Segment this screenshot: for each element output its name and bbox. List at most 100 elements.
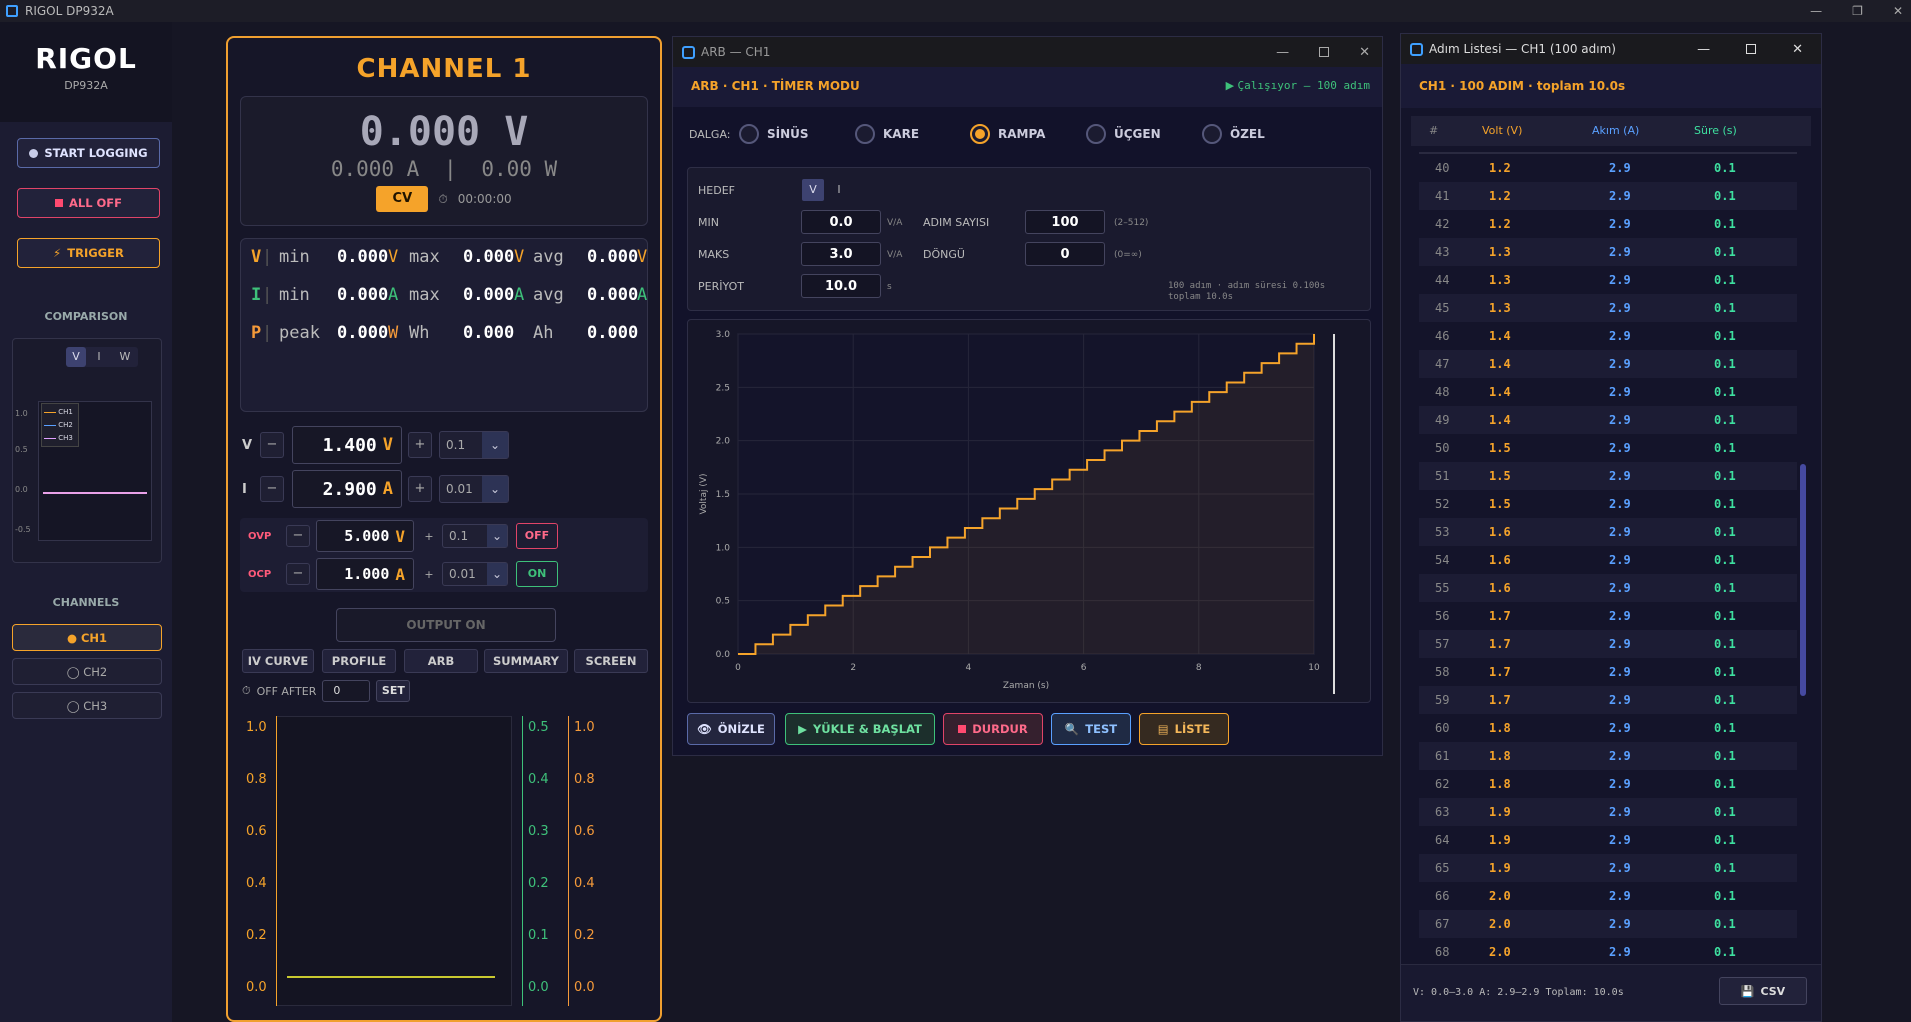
ocp-decrement-button[interactable]: − [286, 563, 310, 585]
wave-radio-sinus[interactable]: SİNÜS [739, 124, 809, 144]
tab-arb[interactable]: ARB [404, 649, 478, 673]
ovp-increment-button[interactable]: + [424, 529, 434, 543]
minimize-button[interactable]: — [1697, 41, 1711, 57]
set-button[interactable]: SET [376, 680, 411, 702]
table-row[interactable]: 44 1.3 2.9 0.1 [1419, 266, 1797, 294]
tab-screen[interactable]: SCREEN [574, 649, 648, 673]
table-row[interactable]: 45 1.3 2.9 0.1 [1419, 294, 1797, 322]
voltage-setpoint-input[interactable]: 1.400 V [292, 426, 402, 464]
table-row[interactable]: 40 1.2 2.9 0.1 [1419, 154, 1797, 182]
output-on-button[interactable]: OUTPUT ON [336, 608, 556, 642]
table-row[interactable]: 67 2.0 2.9 0.1 [1419, 910, 1797, 938]
channel-ch1-button[interactable]: ● CH1 [12, 624, 162, 651]
max-input[interactable]: 3.0 [801, 242, 881, 266]
table-row[interactable]: 66 2.0 2.9 0.1 [1419, 882, 1797, 910]
table-row[interactable]: 53 1.6 2.9 0.1 [1419, 518, 1797, 546]
table-row[interactable]: 59 1.7 2.9 0.1 [1419, 686, 1797, 714]
current-decrement-button[interactable]: − [260, 476, 284, 502]
trigger-button[interactable]: ⚡ TRIGGER [17, 238, 160, 268]
maximize-button[interactable]: ❐ [1852, 4, 1863, 18]
ocp-step-select[interactable]: 0.01 ⌄ [442, 562, 508, 586]
off-after-input[interactable]: 0 [322, 680, 371, 702]
period-input[interactable]: 10.0 [801, 274, 881, 298]
table-row[interactable]: 41 1.2 2.9 0.1 [1419, 182, 1797, 210]
table-row[interactable]: 51 1.5 2.9 0.1 [1419, 462, 1797, 490]
close-button[interactable]: ✕ [1892, 4, 1903, 18]
table-row[interactable]: 68 2.0 2.9 0.1 [1419, 938, 1797, 958]
table-row[interactable]: 60 1.8 2.9 0.1 [1419, 714, 1797, 742]
cmp-tab-i[interactable]: I [97, 350, 101, 363]
channel-title: CHANNEL 1 [356, 54, 532, 84]
wave-radio-rampa[interactable]: RAMPA [970, 124, 1045, 144]
table-row[interactable]: 52 1.5 2.9 0.1 [1419, 490, 1797, 518]
table-row[interactable]: 62 1.8 2.9 0.1 [1419, 770, 1797, 798]
table-cell: 1.6 [1489, 553, 1511, 567]
tab-profile[interactable]: PROFILE [322, 649, 396, 673]
tab-summary[interactable]: SUMMARY [484, 649, 568, 673]
current-setpoint-input[interactable]: 2.900 A [292, 470, 402, 508]
table-row[interactable]: 56 1.7 2.9 0.1 [1419, 602, 1797, 630]
voltage-decrement-button[interactable]: − [260, 432, 284, 458]
voltage-step-select[interactable]: 0.1 ⌄ [439, 431, 509, 459]
start-logging-button[interactable]: START LOGGING [17, 138, 160, 168]
mode-badge: CV [376, 186, 429, 212]
table-row[interactable]: 50 1.5 2.9 0.1 [1419, 434, 1797, 462]
list-button[interactable]: ▤ LİSTE [1139, 713, 1229, 745]
maximize-button[interactable] [1746, 44, 1757, 54]
channel-plot-mid-tick: 0.5 [528, 720, 549, 735]
table-row[interactable]: 48 1.4 2.9 0.1 [1419, 378, 1797, 406]
all-off-button[interactable]: ALL OFF [17, 188, 160, 218]
table-row[interactable]: 64 1.9 2.9 0.1 [1419, 826, 1797, 854]
channel-ch3-button[interactable]: ◯ CH3 [12, 692, 162, 719]
minimize-button[interactable]: — [1810, 4, 1823, 18]
table-row[interactable]: 63 1.9 2.9 0.1 [1419, 798, 1797, 826]
list-scrollbar-thumb[interactable] [1800, 464, 1806, 696]
table-row[interactable]: 55 1.6 2.9 0.1 [1419, 574, 1797, 602]
table-row[interactable]: 47 1.4 2.9 0.1 [1419, 350, 1797, 378]
cmp-tab-w[interactable]: W [119, 350, 131, 363]
wave-radio-ucgen[interactable]: ÜÇGEN [1086, 124, 1161, 144]
steps-input[interactable]: 100 [1025, 210, 1105, 234]
table-row[interactable]: 42 1.2 2.9 0.1 [1419, 210, 1797, 238]
table-row[interactable]: 65 1.9 2.9 0.1 [1419, 854, 1797, 882]
wave-radio-ozel[interactable]: ÖZEL [1202, 124, 1265, 144]
test-button[interactable]: 🔍 TEST [1051, 713, 1131, 745]
ovp-value-input[interactable]: 5.000 V [316, 520, 414, 552]
table-row[interactable]: 46 1.4 2.9 0.1 [1419, 322, 1797, 350]
csv-export-button[interactable]: 💾 CSV [1719, 977, 1807, 1005]
ocp-toggle[interactable]: ON [516, 561, 558, 587]
table-row[interactable]: 54 1.6 2.9 0.1 [1419, 546, 1797, 574]
stop-button[interactable]: DURDUR [943, 713, 1043, 745]
close-button[interactable]: ✕ [1792, 41, 1803, 57]
min-input[interactable]: 0.0 [801, 210, 881, 234]
table-row[interactable]: 58 1.7 2.9 0.1 [1419, 658, 1797, 686]
table-row[interactable]: 43 1.3 2.9 0.1 [1419, 238, 1797, 266]
close-button[interactable]: ✕ [1359, 44, 1370, 60]
channel-plot-right-tick: 0.6 [574, 824, 595, 839]
minimize-button[interactable]: — [1276, 44, 1290, 60]
ocp-value-input[interactable]: 1.000 A [316, 558, 414, 590]
wave-radio-kare[interactable]: KARE [855, 124, 919, 144]
ovp-toggle[interactable]: OFF [516, 523, 558, 549]
radio-icon [739, 124, 759, 144]
tab-iv-curve[interactable]: IV CURVE [242, 649, 314, 673]
voltage-increment-button[interactable]: + [408, 432, 432, 458]
target-i-button[interactable]: I [837, 183, 841, 196]
ovp-step-select[interactable]: 0.1 ⌄ [442, 524, 508, 548]
target-v-button[interactable]: V [802, 179, 824, 201]
current-increment-button[interactable]: + [408, 476, 432, 502]
table-row[interactable]: 49 1.4 2.9 0.1 [1419, 406, 1797, 434]
table-row[interactable]: 61 1.8 2.9 0.1 [1419, 742, 1797, 770]
table-row[interactable]: 57 1.7 2.9 0.1 [1419, 630, 1797, 658]
channel-ch2-button[interactable]: ◯ CH2 [12, 658, 162, 685]
load-start-button[interactable]: ▶ YÜKLE & BAŞLAT [785, 713, 935, 745]
table-cell: 2.9 [1609, 945, 1631, 958]
cmp-tab-v[interactable]: V [66, 347, 86, 367]
current-step-select[interactable]: 0.01 ⌄ [439, 475, 509, 503]
table-cell: 1.9 [1489, 861, 1511, 875]
ovp-decrement-button[interactable]: − [286, 525, 310, 547]
ocp-increment-button[interactable]: + [424, 567, 434, 581]
loop-input[interactable]: 0 [1025, 242, 1105, 266]
preview-button[interactable]: 👁 ÖNİZLE [687, 713, 775, 745]
maximize-button[interactable] [1319, 47, 1330, 57]
